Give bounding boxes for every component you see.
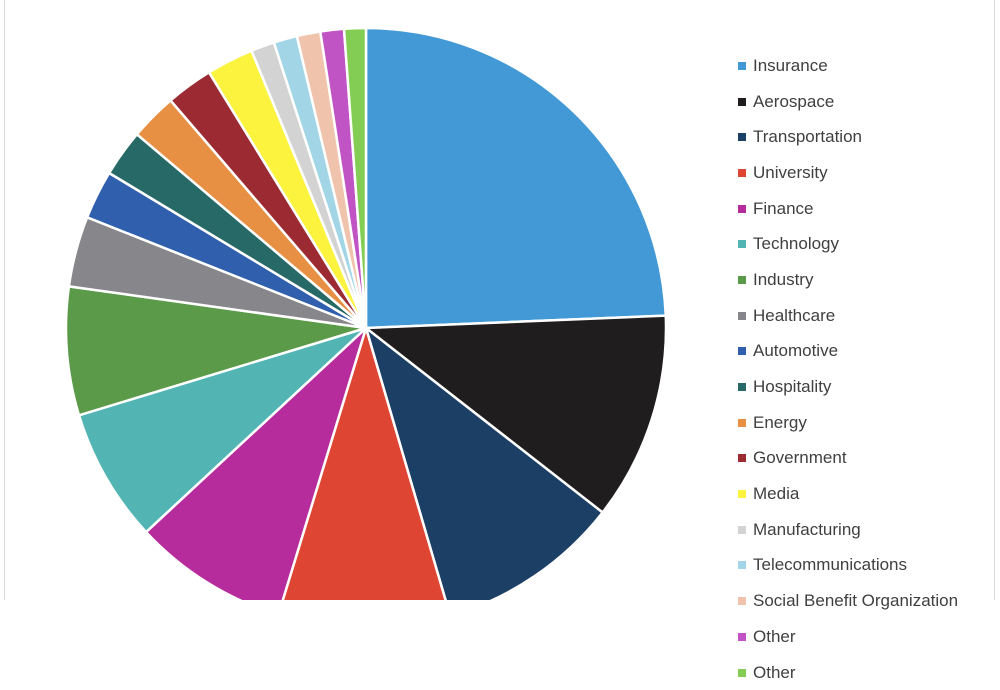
legend-swatch (738, 168, 746, 177)
legend-item-15[interactable]: Telecommunications (738, 548, 1000, 584)
legend-swatch (738, 383, 746, 392)
legend-swatch (738, 668, 746, 677)
legend-swatch (738, 525, 746, 534)
pie-slice-6[interactable] (77, 326, 368, 534)
legend-item-7[interactable]: Industry (738, 262, 1000, 298)
legend-label: Finance (753, 198, 814, 218)
legend-item-13[interactable]: Media (738, 476, 1000, 512)
legend-swatch (738, 133, 746, 142)
legend-item-16[interactable]: Social Benefit Organization (738, 583, 1000, 619)
legend-item-2[interactable]: Aerospace (738, 84, 1000, 120)
legend-item-6[interactable]: Technology (738, 226, 1000, 262)
legend: Insurance Aerospace Transportation Universi… (738, 48, 1000, 690)
legend-item-12[interactable]: Government (738, 441, 1000, 477)
legend-label: Insurance (753, 55, 828, 75)
pie-slice-18[interactable] (342, 26, 368, 330)
legend-label: Telecommunications (753, 555, 908, 575)
legend-item-18[interactable]: Other (738, 655, 1000, 690)
legend-swatch (738, 561, 746, 570)
legend-swatch (738, 490, 746, 499)
legend-swatch (738, 347, 746, 356)
legend-label: Other (753, 626, 796, 646)
legend-swatch (738, 275, 746, 284)
legend-swatch (738, 204, 746, 213)
legend-label: Energy (753, 412, 807, 432)
legend-swatch (738, 97, 746, 106)
legend-swatch (738, 311, 746, 320)
pie-slice-2[interactable] (364, 314, 668, 514)
legend-item-14[interactable]: Manufacturing (738, 512, 1000, 548)
legend-label: Manufacturing (753, 519, 861, 539)
legend-swatch (738, 632, 746, 641)
legend-item-10[interactable]: Hospitality (738, 369, 1000, 405)
legend-label: Automotive (753, 341, 839, 361)
legend-label: Aerospace (753, 91, 835, 111)
legend-label: Industry (753, 269, 814, 289)
pie-chart (64, 26, 668, 600)
legend-item-17[interactable]: Other (738, 619, 1000, 655)
legend-label: Healthcare (753, 305, 836, 325)
pie-slice-3[interactable] (364, 326, 604, 600)
legend-item-11[interactable]: Energy (738, 405, 1000, 441)
legend-item-1[interactable]: Insurance (738, 48, 1000, 84)
legend-item-4[interactable]: University (738, 155, 1000, 191)
legend-label: University (753, 162, 828, 182)
legend-label: Other (753, 662, 796, 682)
legend-label: Government (753, 448, 847, 468)
chart-frame (4, 0, 995, 600)
legend-label: Hospitality (753, 377, 832, 397)
pie-slice-4[interactable] (278, 326, 450, 600)
legend-label: Media (753, 484, 800, 504)
legend-swatch (738, 454, 746, 463)
legend-item-8[interactable]: Healthcare (738, 298, 1000, 334)
legend-item-9[interactable]: Automotive (738, 334, 1000, 370)
legend-label: Transportation (753, 127, 862, 147)
legend-label: Technology (753, 234, 840, 254)
legend-swatch (738, 240, 746, 249)
legend-item-5[interactable]: Finance (738, 191, 1000, 227)
legend-swatch (738, 418, 746, 427)
pie-slice-5[interactable] (144, 326, 368, 600)
pie-slice-1[interactable] (364, 26, 667, 330)
legend-label: Social Benefit Organization (753, 591, 959, 611)
legend-swatch (738, 597, 746, 606)
legend-swatch (738, 61, 746, 70)
legend-item-3[interactable]: Transportation (738, 119, 1000, 155)
